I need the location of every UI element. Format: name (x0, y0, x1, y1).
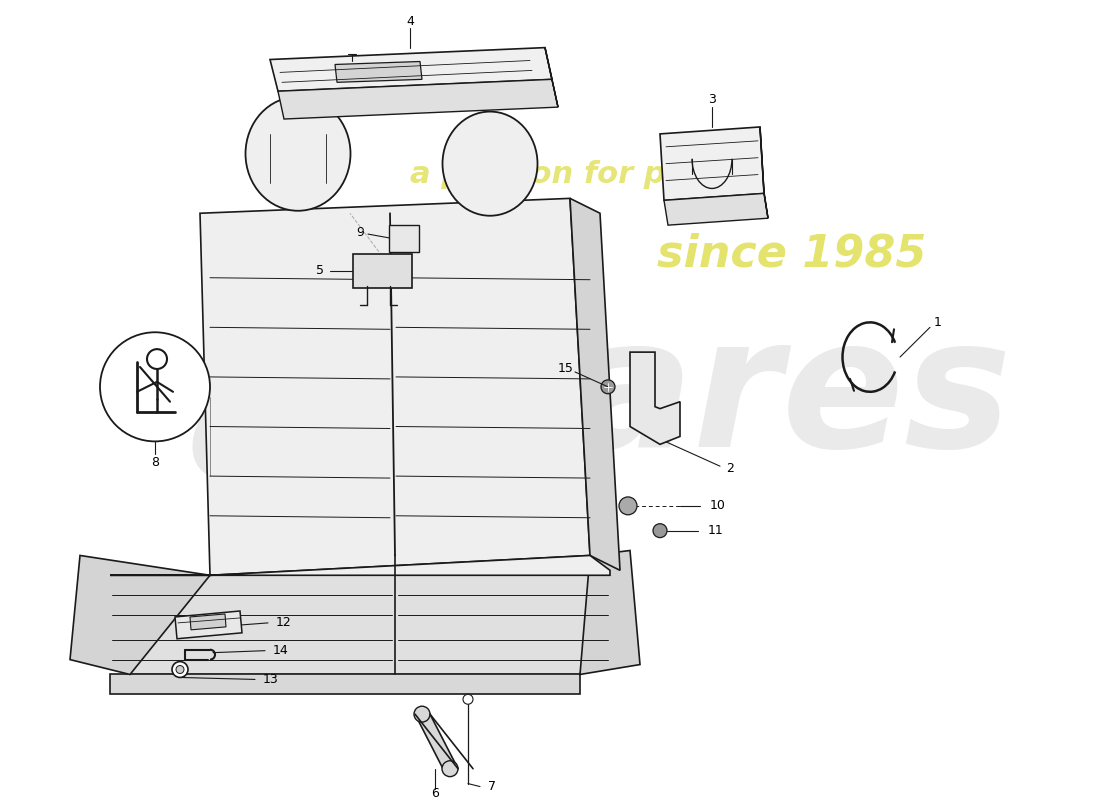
Text: eur: eur (186, 362, 474, 511)
Ellipse shape (442, 111, 538, 216)
Text: 11: 11 (708, 524, 724, 537)
Text: 3: 3 (708, 93, 716, 106)
Text: 15: 15 (558, 362, 574, 375)
Text: 13: 13 (263, 673, 278, 686)
Polygon shape (580, 550, 640, 674)
Polygon shape (190, 614, 226, 630)
Polygon shape (544, 48, 558, 107)
Circle shape (619, 497, 637, 514)
Ellipse shape (245, 97, 351, 210)
Circle shape (601, 380, 615, 394)
Circle shape (172, 662, 188, 678)
Circle shape (653, 524, 667, 538)
Text: 8: 8 (151, 456, 160, 469)
Text: 4: 4 (406, 15, 414, 28)
Text: 7: 7 (488, 780, 496, 793)
Text: 10: 10 (710, 499, 726, 512)
Circle shape (442, 761, 458, 777)
Polygon shape (630, 352, 680, 444)
Polygon shape (175, 611, 242, 638)
Circle shape (147, 349, 167, 369)
Text: 14: 14 (273, 644, 288, 657)
Text: 5: 5 (316, 264, 324, 278)
Text: a passion for parts: a passion for parts (410, 160, 734, 189)
Text: 1: 1 (934, 316, 942, 329)
Circle shape (176, 666, 184, 674)
Text: 2: 2 (726, 462, 734, 474)
Polygon shape (110, 555, 610, 575)
Polygon shape (336, 62, 422, 82)
Polygon shape (664, 194, 768, 225)
Polygon shape (415, 714, 458, 769)
Polygon shape (110, 555, 610, 674)
Text: 6: 6 (431, 787, 439, 800)
Text: ares: ares (572, 309, 1012, 485)
FancyBboxPatch shape (353, 254, 412, 288)
Polygon shape (110, 674, 580, 694)
Polygon shape (200, 198, 590, 575)
Text: 12: 12 (276, 616, 292, 630)
Text: 9: 9 (356, 226, 364, 238)
FancyBboxPatch shape (389, 225, 419, 252)
Circle shape (100, 332, 210, 442)
Polygon shape (278, 79, 558, 119)
Polygon shape (660, 127, 764, 200)
Polygon shape (760, 127, 768, 218)
Circle shape (463, 694, 473, 704)
Polygon shape (70, 555, 210, 674)
Circle shape (414, 706, 430, 722)
Polygon shape (270, 48, 552, 91)
Text: since 1985: since 1985 (658, 233, 926, 275)
Polygon shape (570, 198, 620, 570)
